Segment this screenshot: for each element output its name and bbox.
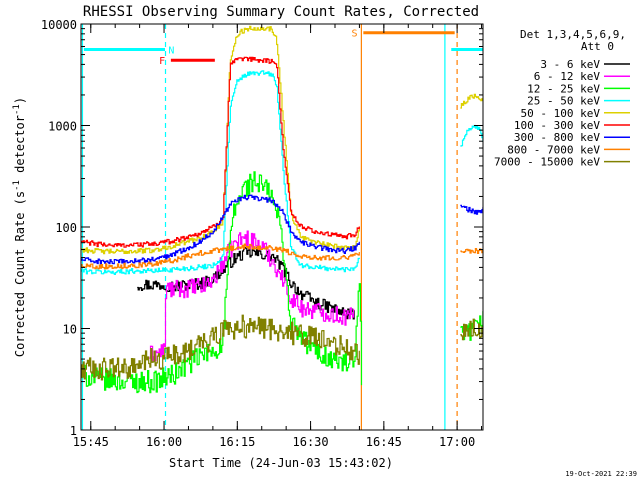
x-tick-label: 16:45 (366, 435, 402, 449)
legend-item-label: 50 - 100 keV (521, 107, 601, 120)
x-axis: 15:45 16:00 16:15 16:30 16:45 17:00 (73, 24, 483, 449)
x-tick-label: 16:30 (293, 435, 329, 449)
series-line-8 (81, 243, 483, 270)
legend-item-label: 800 - 7000 keV (507, 143, 600, 156)
y-axis-label: Corrected Count Rate (s-1 detector-1) (12, 97, 27, 357)
generated-timestamp: 19-Oct-2021 22:39 (565, 470, 637, 478)
series-line-4 (81, 70, 483, 275)
x-axis-label: Start Time (24-Jun-03 15:43:02) (169, 456, 393, 470)
y-tick-label: 10000 (41, 18, 77, 32)
state-markers: NF S (83, 29, 483, 67)
legend-item-label: 100 - 300 keV (514, 119, 600, 132)
legend-item-label: 6 - 12 keV (534, 70, 601, 83)
legend-title-line-2: Att 0 (581, 40, 614, 53)
series-line-9 (81, 314, 483, 381)
y-tick-label: 100 (55, 221, 77, 235)
state-marker-label: N (168, 46, 174, 57)
legend-item-label: 25 - 50 keV (527, 95, 600, 108)
y-tick-label: 1000 (48, 120, 77, 134)
x-tick-label: 16:15 (219, 435, 255, 449)
state-marker-label: F (159, 56, 165, 67)
x-tick-label: 17:00 (439, 435, 475, 449)
y-tick-label: 1 (70, 424, 77, 438)
series-line-2 (149, 230, 355, 362)
series-line-7 (81, 194, 483, 265)
chart-title: RHESSI Observing Summary Count Rates, Co… (83, 4, 479, 20)
x-tick-label: 16:00 (146, 435, 182, 449)
state-marker-label: S (352, 29, 358, 40)
legend-item-label: 12 - 25 keV (527, 82, 600, 95)
plot-area: NF S (81, 24, 483, 430)
x-tick-label: 15:45 (73, 435, 109, 449)
legend-title-line-1: Det 1,3,4,5,6,9, (520, 28, 626, 41)
series-lines (81, 25, 483, 394)
y-tick-label: 10 (63, 323, 77, 337)
legend-item-label: 3 - 6 keV (540, 58, 600, 71)
legend-item-label: 7000 - 15000 keV (494, 156, 600, 169)
legend-item-label: 300 - 800 keV (514, 131, 600, 144)
